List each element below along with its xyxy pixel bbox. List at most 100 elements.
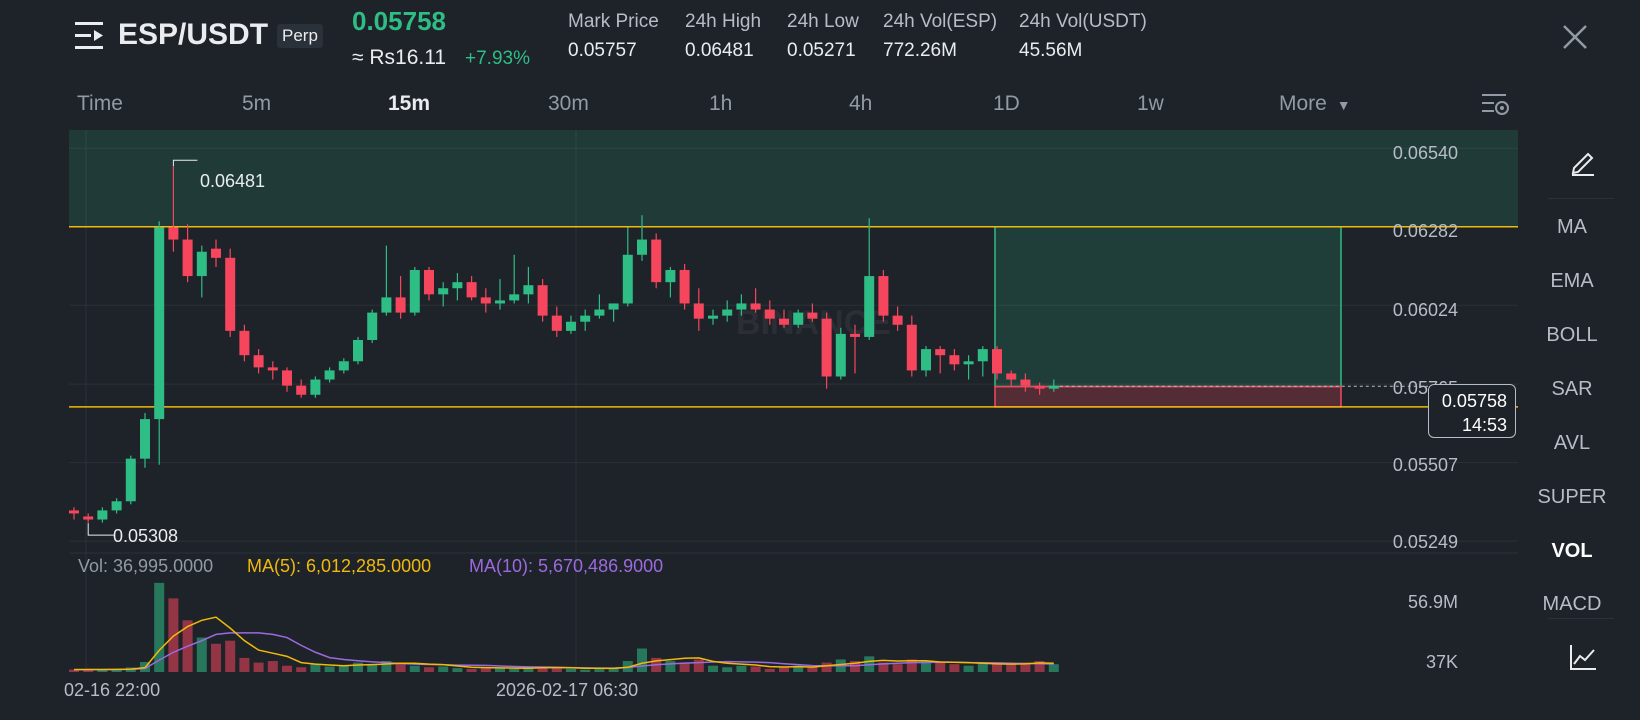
candle-body [622,254,633,304]
candle-body [83,516,94,520]
candle-body [935,349,946,356]
candle-body [537,285,548,316]
candle-body [892,315,903,325]
candle-body [736,303,747,310]
time-axis-label-1: 02-16 22:00 [64,680,161,700]
price-axis-label-1: 0.06540 [1392,143,1458,163]
candle-body [466,282,477,298]
price-axis-label-2: 0.06282 [1392,221,1458,241]
candle-body [551,315,562,331]
volume-bar [935,662,946,672]
volume-bar [83,669,94,672]
indicator-avl[interactable]: AVL [1553,432,1591,454]
volume-bar [438,666,449,672]
tab-1h[interactable]: 1h [709,92,733,115]
volume-bar [381,661,392,672]
volume-bar [509,668,520,672]
high-marker-line [172,159,198,167]
stat-value-mark-price: 0.05757 [568,40,637,61]
indicator-ema[interactable]: EMA [1550,270,1594,292]
volume-bar [622,661,633,672]
candle-body [395,297,406,313]
stat-value-24h-vol-esp: 772.26M [883,40,957,61]
stat-value-24h-high: 0.06481 [685,40,754,61]
price-axis-label-6: 0.05249 [1392,532,1458,552]
candle-body [296,385,307,395]
current-price-badge-price: 0.05758 [1441,391,1507,411]
volume-bar [1048,664,1059,672]
tab-more[interactable]: More ▼ [1279,92,1351,116]
candle-body [409,269,420,313]
volume-ma10-legend: MA(10): 5,670,486.9000 [469,556,664,576]
volume-bar [608,668,619,672]
candle-body [1020,379,1031,386]
candle-body [424,269,434,295]
tab-1d[interactable]: 1D [993,92,1020,115]
tab-5m[interactable]: 5m [242,92,272,115]
tab-1w[interactable]: 1w [1137,92,1164,115]
candle-body [850,333,860,337]
close-icon[interactable] [1562,24,1588,50]
volume-bar [977,662,988,672]
candle-body [196,251,207,277]
volume-bar [154,582,165,672]
candle-body [665,269,676,283]
candle-body [594,309,605,316]
candle-body [267,367,278,371]
tab-30m[interactable]: 30m [548,92,589,115]
candle-body [921,349,931,371]
candle-body [438,288,449,295]
chart-settings-icon[interactable] [1480,90,1510,118]
volume-bar [850,661,860,672]
candle-body [225,257,236,331]
candle-body [140,419,150,459]
indicator-super[interactable]: SUPER [1537,486,1607,508]
volume-bar [282,665,292,672]
tab-15m[interactable]: 15m [388,92,431,115]
contract-tag: Perp [277,24,323,48]
volume-bar [466,668,477,672]
candle-body [637,239,647,255]
indicator-macd[interactable]: MACD [1542,593,1602,612]
candle-body [381,297,392,313]
candle-body [111,501,122,511]
candle-body [338,361,349,371]
volume-bar [693,659,704,672]
candle-body [282,370,292,386]
indicator-ma[interactable]: MA [1557,216,1587,238]
candle-body [168,227,179,240]
candle-body [1034,385,1045,389]
candle-body [310,379,321,395]
indicator-boll[interactable]: BOLL [1546,324,1598,346]
tab-4h[interactable]: 4h [849,92,873,115]
indicator-chart-icon[interactable] [1568,642,1598,672]
candle-body [480,297,491,304]
candle-body [764,309,775,319]
candle-body [1006,373,1017,380]
volume-bar [665,661,676,672]
candle-body [708,315,718,319]
volume-bar [807,667,818,672]
volume-bar [495,668,505,672]
candle-body [779,318,789,325]
volume-bar [736,665,747,672]
volume-bar [338,665,349,672]
candle-body [722,309,733,316]
low-marker-line [87,523,115,536]
candle-body [97,510,108,520]
candle-body [580,315,591,322]
tab-time[interactable]: Time [77,92,123,115]
menu-icon[interactable] [74,20,106,52]
candle-body [693,303,704,319]
volume-bar [992,664,1002,672]
draw-tool-icon[interactable] [1568,146,1598,176]
volume-bar [580,669,591,672]
indicator-sar[interactable]: SAR [1551,378,1593,400]
pair-title[interactable]: ESP/USDT [118,18,269,51]
indicator-vol[interactable]: VOL [1551,540,1593,562]
stop-zone [994,385,1342,408]
volume-bar [296,667,307,672]
volume-bar [1034,661,1045,672]
candle-body [509,294,520,301]
